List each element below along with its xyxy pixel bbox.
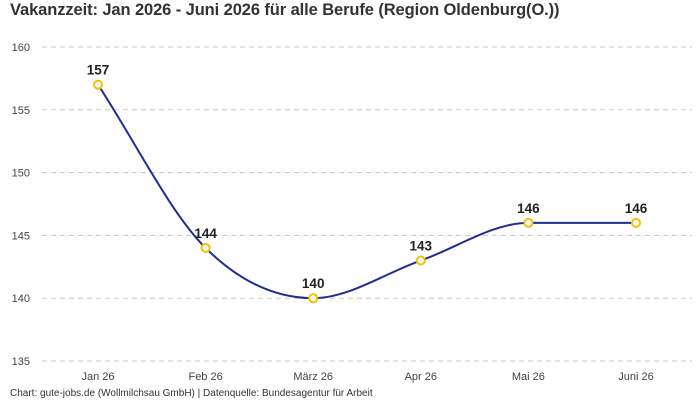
data-point (631, 217, 641, 228)
data-point (415, 255, 426, 266)
y-tick-label: 150 (12, 168, 30, 180)
x-tick-label: Feb 26 (188, 371, 222, 383)
data-label: 146 (625, 201, 648, 216)
y-tick-label: 140 (12, 293, 30, 305)
x-tick-label: Juni 26 (618, 371, 653, 383)
y-tick-label: 135 (12, 356, 30, 368)
x-tick-label: Apr 26 (405, 371, 437, 383)
data-label: 144 (194, 226, 217, 241)
data-markers (93, 79, 641, 304)
series-line (97, 84, 636, 300)
data-point (200, 242, 211, 253)
data-label: 157 (87, 63, 110, 78)
grid-lines (42, 46, 692, 362)
data-point (93, 79, 103, 90)
x-tick-label: Jan 26 (81, 371, 114, 383)
x-tick-label: März 26 (293, 371, 333, 383)
y-tick-label: 145 (12, 230, 30, 242)
y-tick-label: 155 (12, 105, 30, 117)
data-label: 143 (410, 239, 433, 254)
x-axis-ticks: Jan 26 Feb 26 März 26 Apr 26 Mai 26 Juni 26 (81, 371, 653, 383)
x-tick-label: Mai 26 (512, 371, 545, 383)
data-point (308, 293, 319, 304)
chart-title: Vakanzzeit: Jan 2026 - Juni 2026 für all… (10, 1, 560, 19)
chart-source-footer: Chart: gute-jobs.de (Wollmilchsau GmbH) … (10, 388, 373, 399)
y-tick-label: 160 (12, 42, 30, 54)
data-point (523, 217, 534, 228)
data-labels: 157 144 140 143 146 146 (87, 63, 648, 292)
y-axis-ticks: 135 140 145 150 155 160 (12, 42, 30, 368)
data-label: 146 (517, 201, 540, 216)
data-label: 140 (302, 276, 325, 291)
